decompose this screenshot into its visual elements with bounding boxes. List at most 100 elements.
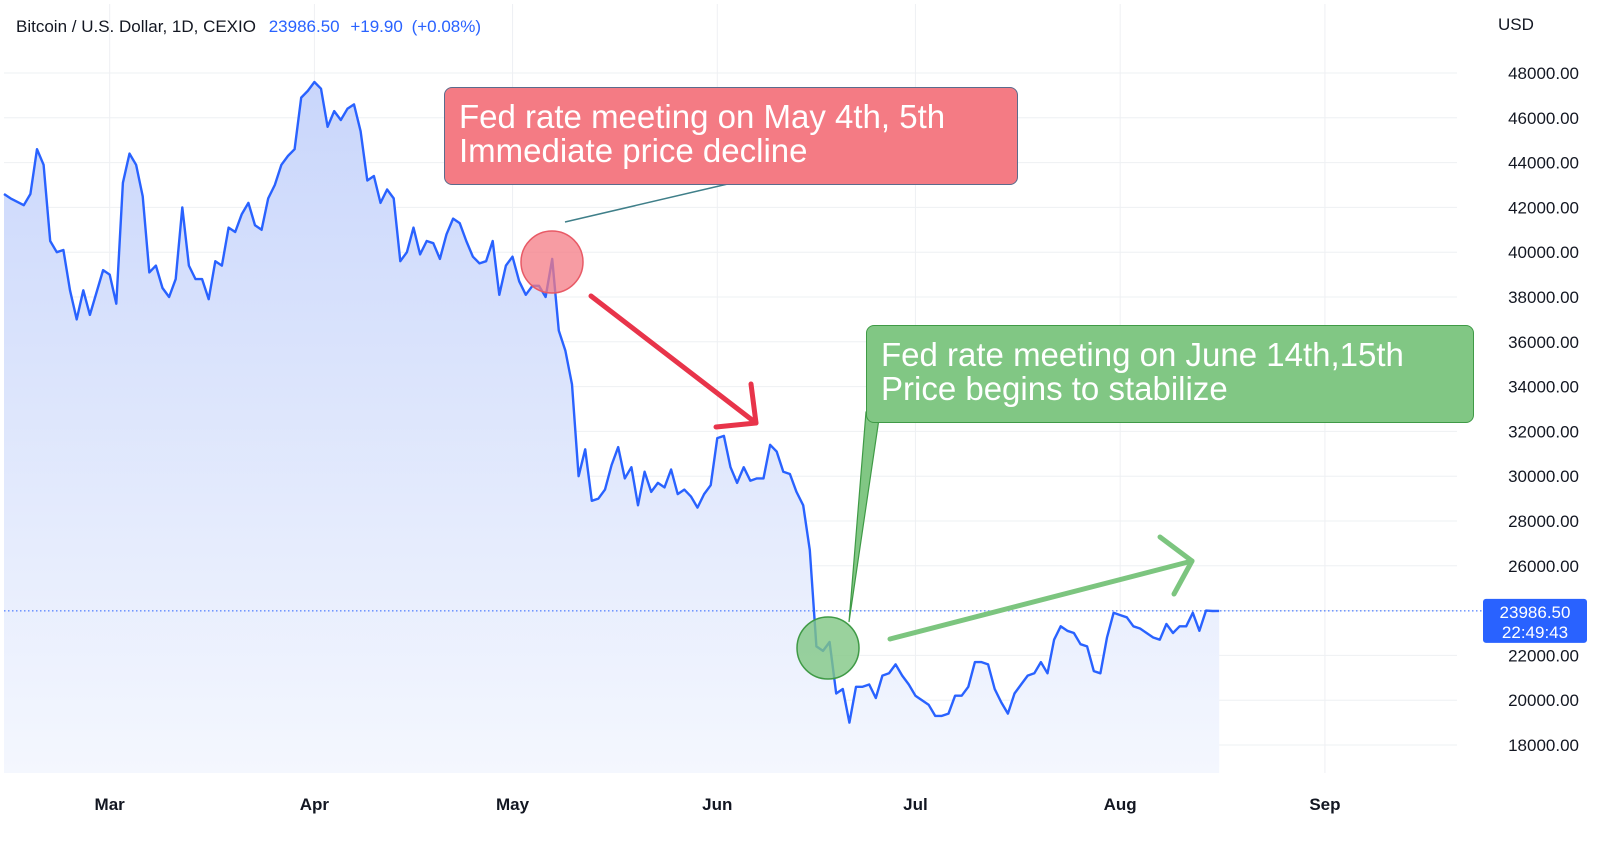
data-point [479,262,481,264]
data-point [921,699,923,701]
data-point [261,229,263,231]
data-point [505,265,507,267]
data-point [366,180,368,182]
data-point [1165,623,1167,625]
data-point [1053,639,1055,641]
data-point [597,498,599,500]
data-point [558,330,560,332]
data-point [300,97,302,99]
green-callout-line1: Fed rate meeting on June 14th,15th [881,336,1404,373]
data-point [657,482,659,484]
data-point [498,294,500,296]
red-highlight-circle[interactable] [520,230,584,294]
data-point [181,206,183,208]
data-point [564,350,566,352]
data-point [855,686,857,688]
data-point [650,491,652,493]
data-point [961,695,963,697]
last-price-value: 23986.50 [268,17,340,36]
y-tick-label: 46000.00 [1508,109,1579,128]
data-point [62,249,64,251]
data-point [914,695,916,697]
data-point [1192,612,1194,614]
green-arrow-head [1157,534,1195,597]
y-tick-label: 18000.00 [1508,736,1579,755]
price-change-percent: (+0.08%) [411,17,482,36]
data-point [664,486,666,488]
data-point [195,278,197,280]
data-point [901,675,903,677]
x-tick-label: Jun [702,795,732,814]
x-tick-label: Aug [1104,795,1137,814]
data-point [23,204,25,206]
data-point [135,164,137,166]
symbol-legend[interactable]: Bitcoin / U.S. Dollar, 1D, CEXIO 23986.5… [16,17,481,37]
data-point [228,227,230,229]
y-tick-label: 40000.00 [1508,243,1579,262]
data-point [571,383,573,385]
y-tick-label: 22000.00 [1508,646,1579,665]
green-annotation-drawings[interactable] [796,411,1195,680]
data-point [439,258,441,260]
data-point [287,155,289,157]
data-point [162,287,164,289]
data-point [346,108,348,110]
green-callout-note[interactable]: Fed rate meeting on June 14th,15th Price… [866,325,1474,423]
x-tick-label: Apr [300,795,330,814]
data-point [1073,632,1075,634]
data-point [1113,612,1115,614]
data-point [1099,672,1101,674]
data-point [941,715,943,717]
data-point [234,231,236,233]
data-point [89,314,91,316]
data-point [895,663,897,665]
data-point [465,240,467,242]
data-point [611,464,613,466]
red-callout-pointer [564,182,733,223]
red-callout-line1: Fed rate meeting on May 4th, 5th [459,98,946,135]
data-point [690,495,692,497]
data-point [545,296,547,298]
data-point [294,148,296,150]
data-point [796,491,798,493]
price-line[interactable] [3,80,1220,724]
data-point [432,242,434,244]
data-point [1040,661,1042,663]
red-callout-note[interactable]: Fed rate meeting on May 4th, 5th Immedia… [444,87,1018,185]
data-point [399,260,401,262]
data-point [1146,632,1148,634]
data-point [313,81,315,83]
data-point [981,661,983,663]
area-fill [4,82,1220,773]
green-highlight-circle[interactable] [796,616,860,680]
data-point [974,661,976,663]
data-point [373,175,375,177]
data-point [525,294,527,296]
data-point [485,260,487,262]
data-point [710,484,712,486]
data-point [1080,643,1082,645]
data-point [637,504,639,506]
data-point [353,103,355,105]
data-point [1033,672,1035,674]
data-point [749,480,751,482]
data-point [630,466,632,468]
data-point [49,240,51,242]
data-point [274,184,276,186]
data-point [776,451,778,453]
data-point [756,477,758,479]
y-tick-label: 32000.00 [1508,422,1579,441]
data-point [1159,639,1161,641]
data-point [492,240,494,242]
data-point [842,688,844,690]
data-point [1093,670,1095,672]
data-point [954,695,956,697]
data-point [333,110,335,112]
red-annotation-drawings[interactable] [520,182,759,430]
data-point [789,473,791,475]
data-point [512,256,514,258]
data-point [413,227,415,229]
y-tick-label: 30000.00 [1508,467,1579,486]
x-tick-label: May [496,795,530,814]
